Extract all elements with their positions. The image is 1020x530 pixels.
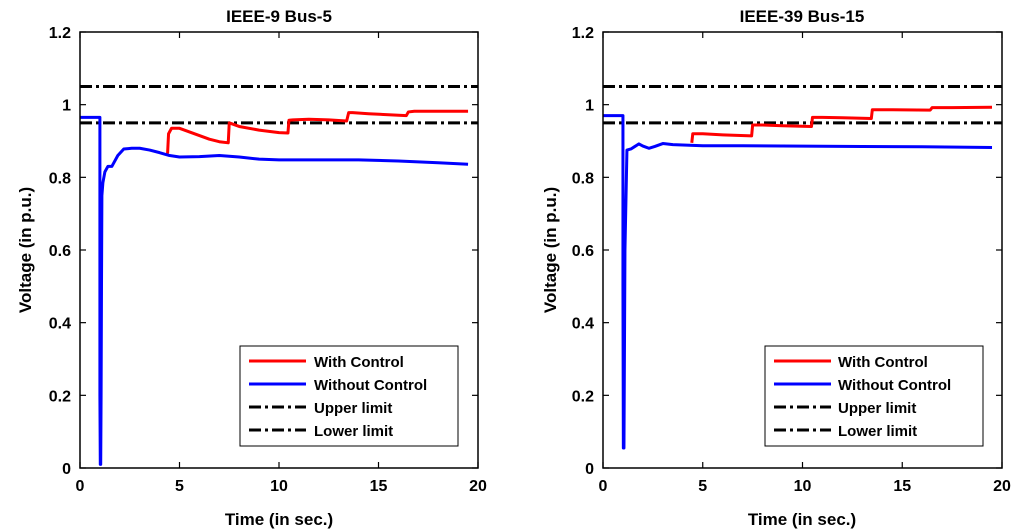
series-layer	[80, 85, 478, 466]
y-axis-label: Voltage (in p.u.)	[16, 187, 35, 313]
x-tick-label: 0	[76, 478, 85, 495]
y-tick-label: 1	[585, 98, 594, 115]
chart-panel-ieee9: IEEE-9 Bus-5 0 5 10 15 20 0 0.2 0.4 0.6 0.8 1 1.2 T…	[16, 7, 487, 529]
legend-label-lower-limit: Lower limit	[314, 423, 393, 440]
legend-label-without-control: Without Control	[314, 377, 427, 394]
legend-label-with-control: With Control	[838, 354, 928, 371]
x-tick-label: 20	[993, 478, 1011, 495]
series-layer	[603, 85, 1002, 450]
tick-layer: 0 5 10 15 20 0 0.2 0.4 0.6 0.8 1 1.2	[572, 25, 1011, 495]
x-axis-label: Time (in sec.)	[748, 510, 856, 529]
series-line-without-control	[80, 115, 469, 466]
chart-title: IEEE-9 Bus-5	[226, 7, 332, 26]
x-tick-label: 10	[270, 478, 288, 495]
y-tick-label: 0.6	[49, 243, 71, 260]
chart-panel-ieee39: IEEE-39 Bus-15 0 5 10 15 20 0 0.2 0.4 0.6 0.8 1 1.2…	[541, 7, 1011, 529]
x-tick-label: 20	[469, 478, 487, 495]
y-tick-label: 0.4	[49, 316, 71, 333]
x-tick-label: 10	[794, 478, 812, 495]
x-axis-label: Time (in sec.)	[225, 510, 333, 529]
y-tick-label: 0.8	[49, 170, 71, 187]
series-line-with-control	[690, 105, 993, 143]
x-tick-label: 0	[599, 478, 608, 495]
x-tick-label: 15	[893, 478, 911, 495]
y-tick-label: 0.4	[572, 316, 594, 333]
y-tick-label: 0.6	[572, 243, 594, 260]
x-tick-label: 5	[175, 478, 184, 495]
legend-label-upper-limit: Upper limit	[314, 400, 392, 417]
y-tick-label: 0	[585, 461, 594, 478]
y-tick-label: 0.8	[572, 170, 594, 187]
y-tick-label: 1.2	[572, 25, 594, 42]
series-line-with-control	[166, 109, 469, 154]
legend-label-upper-limit: Upper limit	[838, 400, 916, 417]
legend-label-with-control: With Control	[314, 354, 404, 371]
series-line-without-control	[603, 114, 993, 450]
legend-label-without-control: Without Control	[838, 377, 951, 394]
plot-frame	[79, 31, 479, 469]
legend-label-lower-limit: Lower limit	[838, 423, 917, 440]
x-tick-label: 15	[370, 478, 388, 495]
legend: With Control Without Control Upper limit…	[764, 345, 984, 447]
legend: With Control Without Control Upper limit…	[239, 345, 459, 447]
y-tick-label: 0	[62, 461, 71, 478]
y-tick-label: 1.2	[49, 25, 71, 42]
y-tick-label: 0.2	[49, 388, 71, 405]
plot-frame	[602, 31, 1003, 469]
y-tick-label: 1	[62, 98, 71, 115]
x-tick-label: 5	[698, 478, 707, 495]
chart-title: IEEE-39 Bus-15	[740, 7, 865, 26]
y-tick-label: 0.2	[572, 388, 594, 405]
y-axis-label: Voltage (in p.u.)	[541, 187, 560, 313]
